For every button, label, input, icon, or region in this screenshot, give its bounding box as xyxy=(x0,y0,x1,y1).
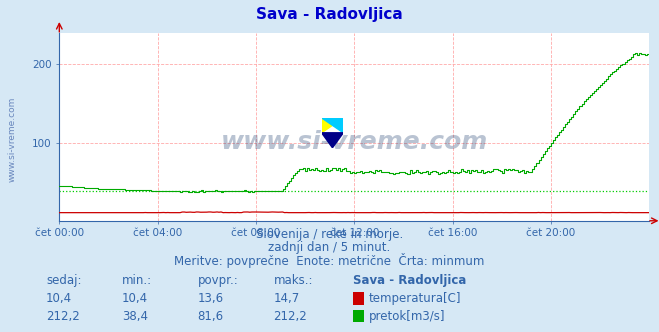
Text: 13,6: 13,6 xyxy=(198,292,224,305)
Text: 212,2: 212,2 xyxy=(46,309,80,323)
Text: sedaj:: sedaj: xyxy=(46,274,82,287)
Text: Sava - Radovljica: Sava - Radovljica xyxy=(256,7,403,23)
Text: Meritve: povprečne  Enote: metrične  Črta: minmum: Meritve: povprečne Enote: metrične Črta:… xyxy=(175,253,484,268)
Text: povpr.:: povpr.: xyxy=(198,274,239,287)
Text: Slovenija / reke in morje.: Slovenija / reke in morje. xyxy=(256,227,403,241)
Text: maks.:: maks.: xyxy=(273,274,313,287)
Polygon shape xyxy=(322,118,343,133)
Polygon shape xyxy=(322,133,343,148)
Text: 10,4: 10,4 xyxy=(46,292,72,305)
Text: temperatura[C]: temperatura[C] xyxy=(369,292,461,305)
Polygon shape xyxy=(322,118,343,133)
Text: pretok[m3/s]: pretok[m3/s] xyxy=(369,309,445,323)
Text: 81,6: 81,6 xyxy=(198,309,224,323)
Text: Sava - Radovljica: Sava - Radovljica xyxy=(353,274,466,287)
Text: www.si-vreme.com: www.si-vreme.com xyxy=(7,97,16,182)
Text: 212,2: 212,2 xyxy=(273,309,307,323)
Text: 14,7: 14,7 xyxy=(273,292,300,305)
Text: www.si-vreme.com: www.si-vreme.com xyxy=(221,130,488,154)
Text: min.:: min.: xyxy=(122,274,152,287)
Text: zadnji dan / 5 minut.: zadnji dan / 5 minut. xyxy=(268,241,391,254)
Text: 38,4: 38,4 xyxy=(122,309,148,323)
Text: 10,4: 10,4 xyxy=(122,292,148,305)
